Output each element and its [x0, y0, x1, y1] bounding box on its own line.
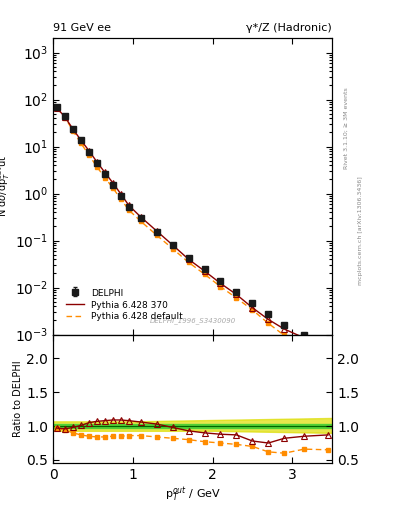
Pythia 6.428 default [103, 175, 107, 181]
Pythia 6.428 370 [170, 242, 175, 248]
Pythia 6.428 370 [202, 268, 207, 274]
Pythia 6.428 default [79, 140, 83, 146]
Pythia 6.428 370 [302, 335, 307, 341]
Pythia 6.428 default [86, 152, 91, 158]
Pythia 6.428 default [202, 271, 207, 278]
Pythia 6.428 370 [154, 228, 159, 234]
Pythia 6.428 default [55, 105, 59, 111]
Text: DELPHI_1996_S3430090: DELPHI_1996_S3430090 [149, 317, 236, 324]
Y-axis label: N d$\sigma$/dp$_T^{out}$ut: N d$\sigma$/dp$_T^{out}$ut [0, 156, 12, 218]
Pythia 6.428 default [170, 246, 175, 252]
Pythia 6.428 370 [266, 316, 271, 323]
Pythia 6.428 370 [282, 326, 286, 332]
Pythia 6.428 370 [103, 169, 107, 176]
Y-axis label: Ratio to DELPHI: Ratio to DELPHI [13, 360, 24, 437]
Pythia 6.428 default [138, 218, 143, 224]
Pythia 6.428 370 [234, 291, 239, 297]
Pythia 6.428 default [250, 307, 255, 313]
Pythia 6.428 default [234, 295, 239, 301]
Text: Rivet 3.1.10; ≥ 3M events: Rivet 3.1.10; ≥ 3M events [344, 87, 349, 169]
Pythia 6.428 370 [326, 345, 331, 351]
Text: γ*/Z (Hadronic): γ*/Z (Hadronic) [246, 23, 332, 33]
Pythia 6.428 default [282, 332, 286, 338]
Pythia 6.428 default [266, 320, 271, 326]
Pythia 6.428 default [62, 115, 67, 121]
Pythia 6.428 default [302, 340, 307, 346]
Text: mcplots.cern.ch [arXiv:1306.3436]: mcplots.cern.ch [arXiv:1306.3436] [358, 176, 363, 285]
Pythia 6.428 370 [95, 159, 99, 165]
Pythia 6.428 default [154, 232, 159, 238]
Pythia 6.428 370 [218, 280, 223, 286]
Pythia 6.428 default [118, 196, 123, 202]
Line: Pythia 6.428 default: Pythia 6.428 default [57, 108, 328, 354]
Pythia 6.428 370 [62, 114, 67, 120]
Pythia 6.428 370 [127, 202, 131, 208]
Pythia 6.428 370 [86, 147, 91, 154]
Text: 91 GeV ee: 91 GeV ee [53, 23, 111, 33]
Pythia 6.428 370 [186, 256, 191, 262]
Pythia 6.428 370 [110, 180, 115, 186]
Pythia 6.428 370 [79, 137, 83, 143]
Pythia 6.428 default [127, 207, 131, 213]
Pythia 6.428 370 [250, 305, 255, 311]
Pythia 6.428 370 [71, 126, 75, 132]
Pythia 6.428 370 [138, 214, 143, 220]
Pythia 6.428 default [326, 351, 331, 357]
Pythia 6.428 default [71, 128, 75, 134]
Pythia 6.428 370 [55, 105, 59, 111]
Legend: DELPHI, Pythia 6.428 370, Pythia 6.428 default: DELPHI, Pythia 6.428 370, Pythia 6.428 d… [63, 285, 185, 324]
Pythia 6.428 default [218, 284, 223, 290]
X-axis label: p$_T^{out}$ / GeV: p$_T^{out}$ / GeV [165, 485, 220, 504]
Pythia 6.428 370 [118, 191, 123, 197]
Pythia 6.428 default [110, 185, 115, 191]
Pythia 6.428 default [186, 259, 191, 265]
Line: Pythia 6.428 370: Pythia 6.428 370 [57, 108, 328, 348]
Pythia 6.428 default [95, 164, 99, 170]
